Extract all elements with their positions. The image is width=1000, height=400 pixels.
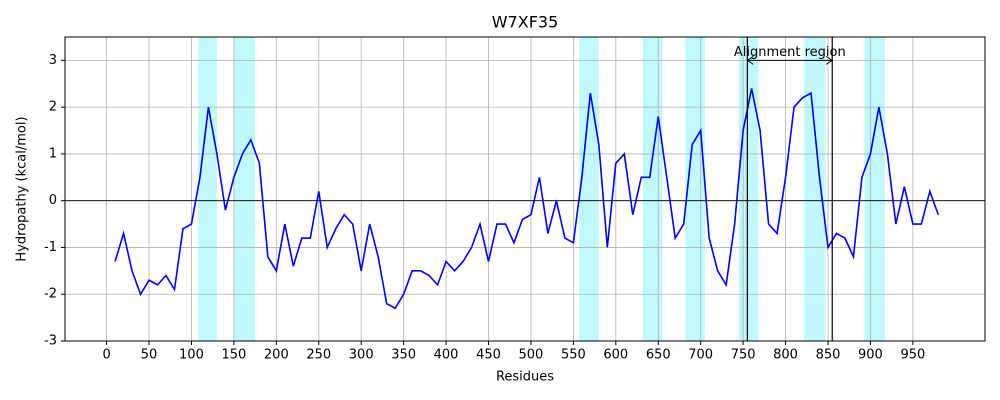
x-tick-label: 550 [561,348,586,363]
region-band [685,37,705,341]
y-tick-label: 1 [49,146,57,161]
region-band [864,37,885,341]
x-tick-label: 600 [603,348,628,363]
region-band [233,37,256,341]
x-tick-label: 400 [434,348,459,363]
region-band [198,37,217,341]
y-tick-label: 0 [49,193,57,208]
x-tick-label: 900 [858,348,883,363]
x-tick-label: 100 [179,348,204,363]
y-tick-label: -2 [44,287,57,302]
x-tick-label: 950 [900,348,925,363]
x-tick-label: 450 [476,348,501,363]
y-axis-label: Hydropathy (kcal/mol) [15,116,30,261]
region-band [642,37,663,341]
x-tick-label: 500 [519,348,544,363]
x-tick-label: 300 [349,348,374,363]
region-band [804,37,826,341]
x-tick-label: 750 [731,348,756,363]
data-line [114,88,940,310]
annotation-text: Alignment region [734,45,846,60]
x-tick-label: 850 [816,348,841,363]
x-tick-label: 50 [141,348,158,363]
x-tick-label: 200 [264,348,289,363]
y-tick-label: -1 [44,240,57,255]
x-axis-label: Residues [496,370,554,385]
x-tick-label: 350 [391,348,416,363]
region-band [579,37,599,341]
x-tick-label: 0 [102,348,110,363]
y-tick-label: 3 [49,53,57,68]
x-tick-label: 650 [646,348,671,363]
chart-title: W7XF35 [492,13,559,32]
x-tick-label: 150 [221,348,246,363]
arrow-head [825,55,834,65]
plot-frame [64,36,986,342]
y-tick-label: 2 [49,100,57,115]
x-tick-label: 250 [306,348,331,363]
y-tick-label: -3 [44,334,57,349]
arrow-head [746,55,754,65]
x-tick-label: 800 [773,348,798,363]
x-tick-label: 700 [688,348,713,363]
region-band [738,37,759,341]
